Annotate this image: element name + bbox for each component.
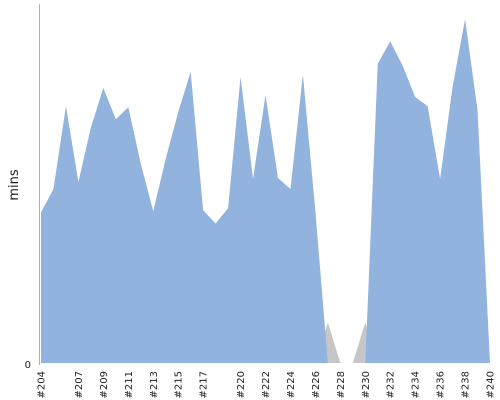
x-tick-label: #213 xyxy=(149,371,160,398)
x-tick-label: #232 xyxy=(386,371,397,398)
x-tick-label: #215 xyxy=(174,371,185,398)
plot-area xyxy=(41,19,490,363)
x-tick-label: #240 xyxy=(486,371,497,398)
x-tick-label: #211 xyxy=(124,371,135,398)
x-tick-label: #222 xyxy=(261,371,272,398)
x-tick-label: #236 xyxy=(436,371,447,398)
x-tick-label: #207 xyxy=(74,371,85,398)
x-axis: #204 #207 #209 #211 #213 #215 #217 #220 #222 #224… xyxy=(37,371,497,398)
x-tick-label: #220 xyxy=(236,371,247,398)
x-tick-label: #230 xyxy=(361,371,372,398)
y-tick-label: 0 xyxy=(25,360,31,371)
x-tick-label: #217 xyxy=(199,371,210,398)
x-tick-label: #224 xyxy=(286,371,297,398)
x-tick-label: #209 xyxy=(99,371,110,398)
y-axis-label: mins xyxy=(7,169,22,201)
x-tick-label: #228 xyxy=(336,371,347,398)
x-tick-label: #238 xyxy=(461,371,472,398)
x-tick-label: #226 xyxy=(311,371,322,398)
x-tick-label: #204 xyxy=(37,371,48,398)
x-tick-label: #234 xyxy=(411,371,422,398)
series-area-0 xyxy=(41,19,490,363)
